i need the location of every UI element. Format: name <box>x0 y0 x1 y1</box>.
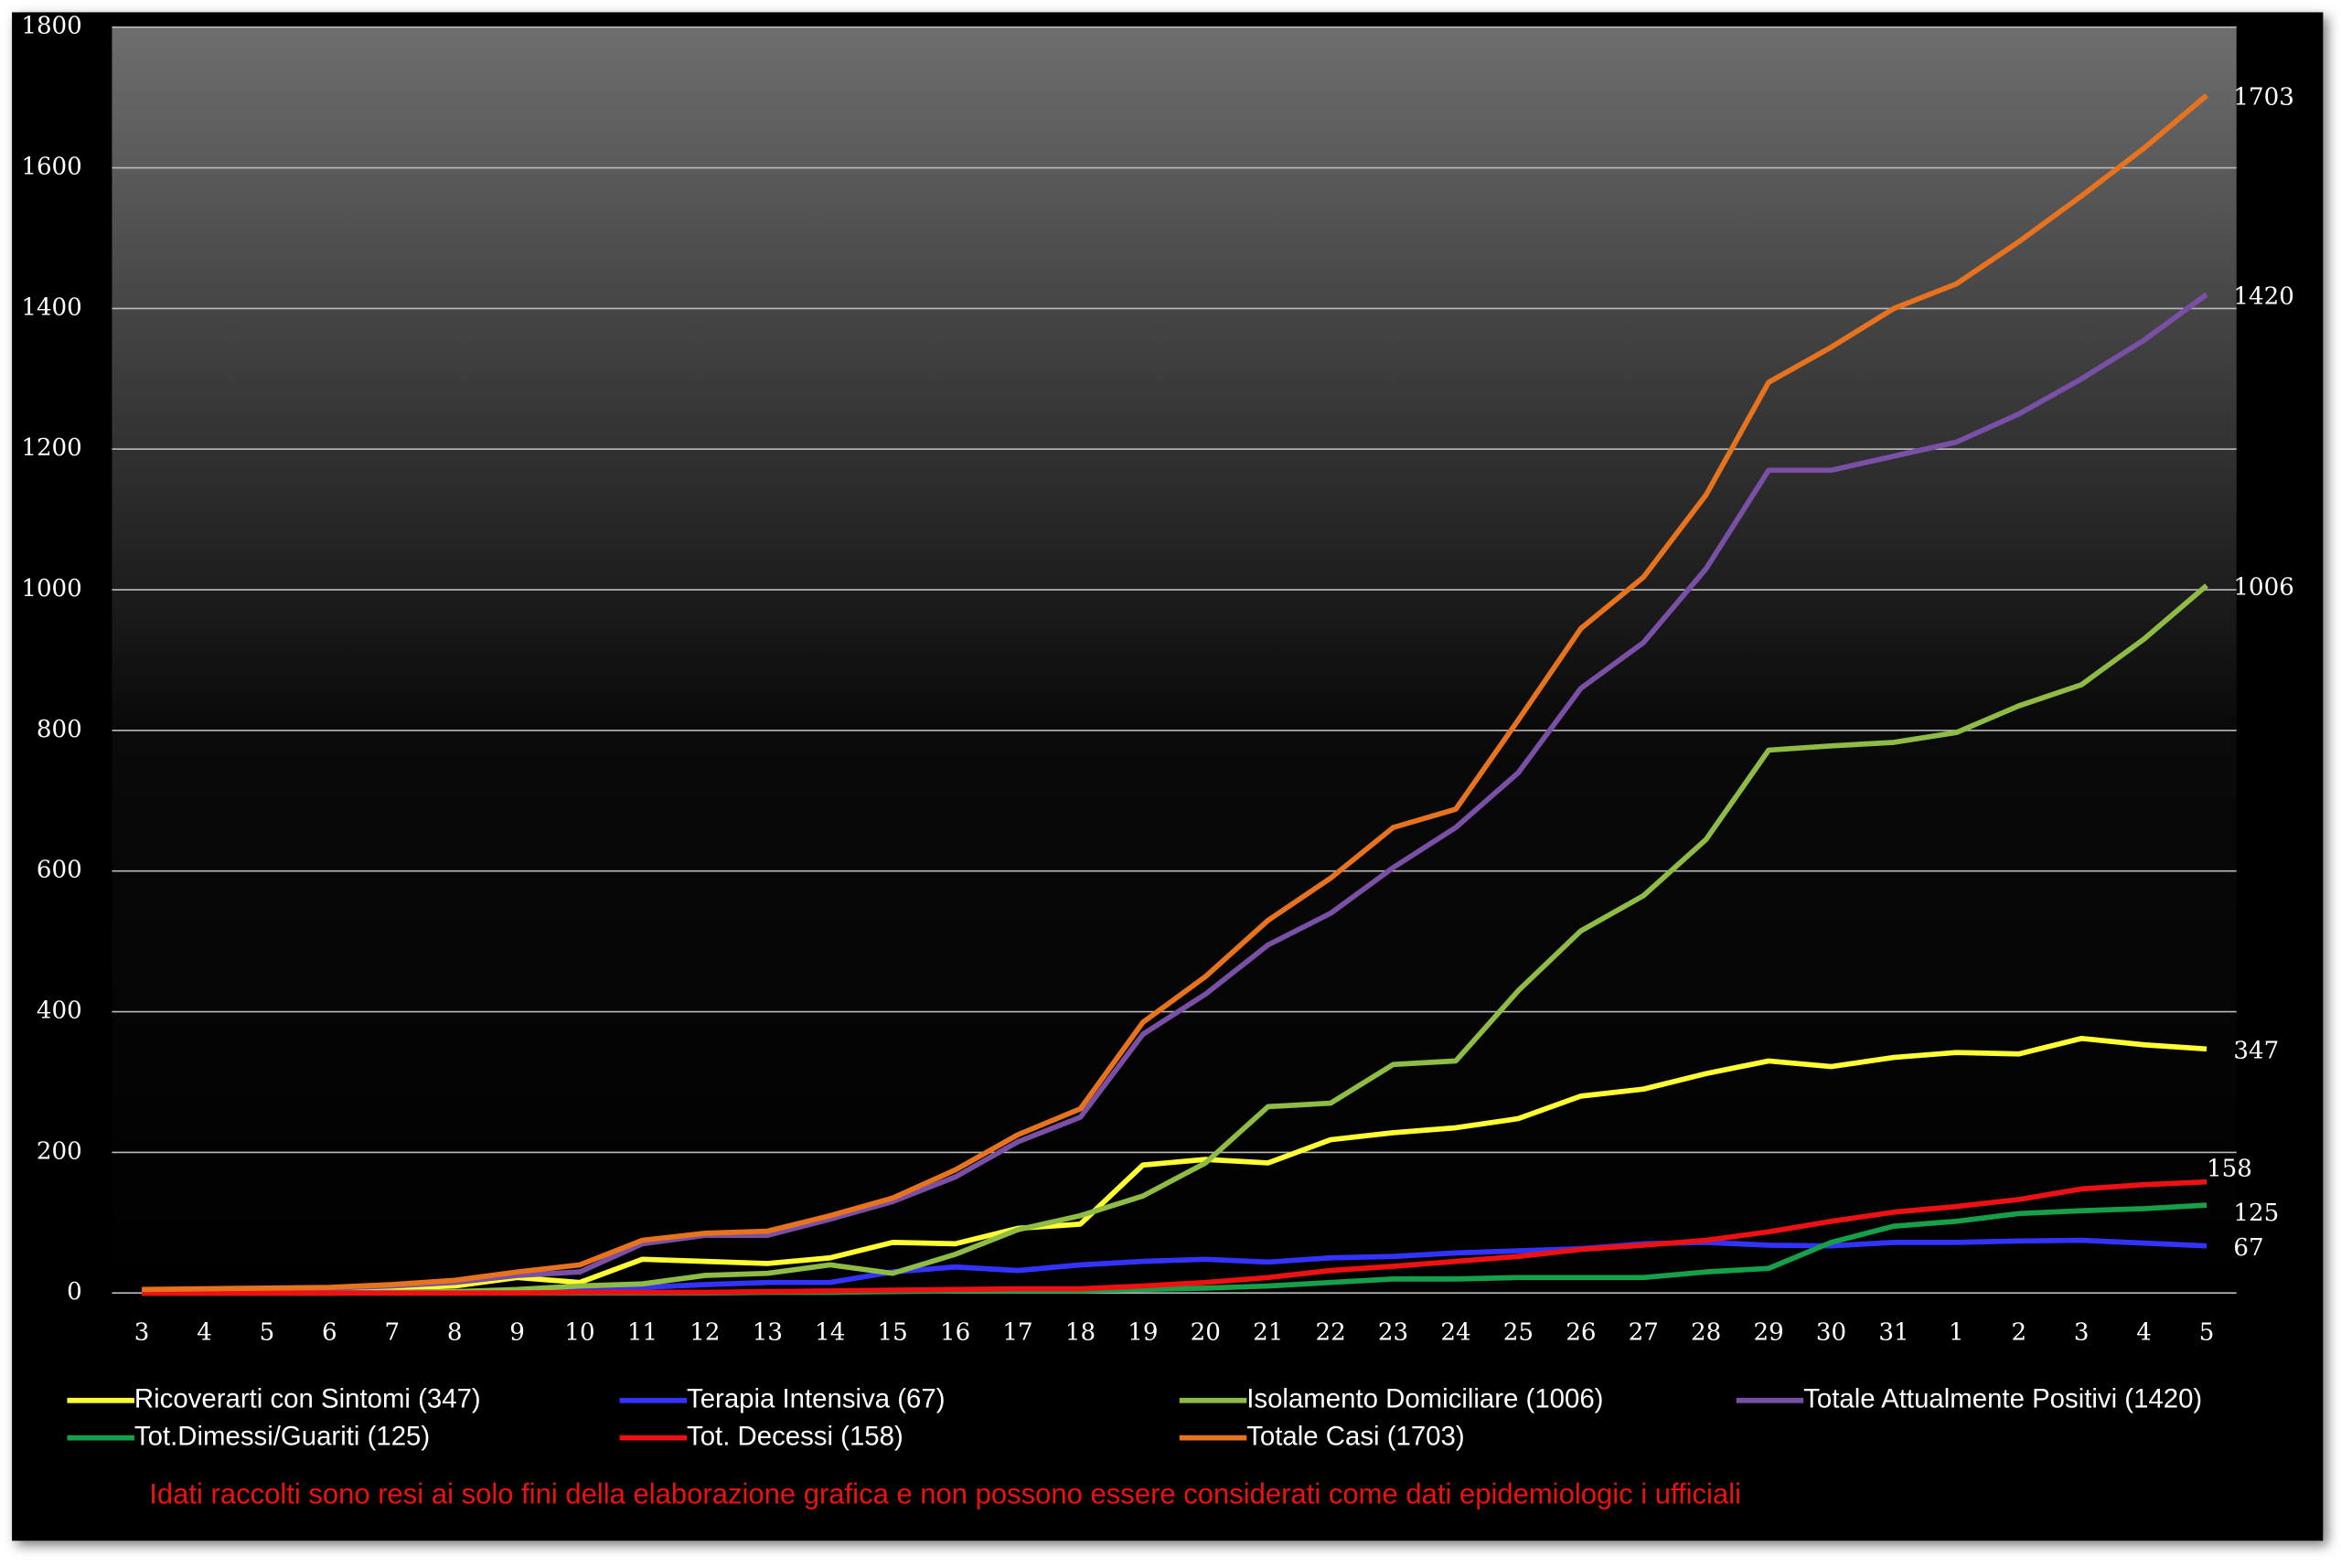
x-tick-label: 25 <box>1503 1318 1534 1346</box>
x-tick-label: 18 <box>1065 1318 1096 1346</box>
end-label: 158 <box>2207 1156 2252 1183</box>
x-tick-label: 9 <box>509 1318 525 1346</box>
legend-label: Tot.Dimessi/Guariti (125) <box>134 1421 430 1451</box>
x-tick-label: 6 <box>322 1318 337 1346</box>
plot-area <box>112 27 2237 1294</box>
x-tick-label: 20 <box>1191 1318 1221 1346</box>
x-tick-label: 26 <box>1566 1318 1596 1346</box>
x-tick-label: 1 <box>1949 1318 1964 1346</box>
series-line <box>142 292 2208 1294</box>
y-tick-label: 400 <box>37 997 82 1025</box>
series-line <box>142 93 2208 1293</box>
legend-label: Ricoverarti con Sintomi (347) <box>134 1384 481 1414</box>
series-line <box>142 1035 2207 1295</box>
x-tick-label: 29 <box>1753 1318 1783 1346</box>
legend-label: Totale Casi (1703) <box>1246 1421 1464 1451</box>
x-tick-label: 17 <box>1002 1318 1032 1346</box>
x-tick-label: 23 <box>1378 1318 1408 1346</box>
y-tick-label: 1000 <box>21 575 81 603</box>
x-tick-label: 31 <box>1878 1318 1908 1346</box>
legend-label: Totale Attualmente Positivi (1420) <box>1803 1384 2202 1414</box>
x-tick-label: 16 <box>940 1318 970 1346</box>
y-tick-label: 1600 <box>21 154 81 181</box>
x-tick-label: 14 <box>815 1318 845 1346</box>
x-tick-label: 27 <box>1629 1318 1659 1346</box>
x-tick-label: 5 <box>260 1318 275 1346</box>
x-tick-label: 7 <box>384 1318 400 1346</box>
end-label: 1703 <box>2233 84 2293 112</box>
x-tick-label: 11 <box>627 1318 657 1346</box>
x-tick-label: 3 <box>2074 1318 2090 1346</box>
x-tick-label: 5 <box>2199 1318 2215 1346</box>
x-tick-label: 10 <box>564 1318 594 1346</box>
x-tick-label: 22 <box>1316 1318 1346 1346</box>
y-tick-label: 600 <box>37 857 82 884</box>
x-tick-label: 28 <box>1691 1318 1721 1346</box>
y-tick-label: 1400 <box>21 293 81 321</box>
x-tick-label: 4 <box>197 1318 212 1346</box>
legend-label: Terapia Intensiva (67) <box>687 1384 945 1414</box>
end-label: 1006 <box>2233 574 2293 602</box>
end-label: 1420 <box>2233 283 2293 310</box>
end-label: 125 <box>2233 1200 2279 1227</box>
legend-label: Tot. Decessi (158) <box>687 1421 903 1451</box>
note: Idati raccolti sono resi ai solo fini de… <box>149 1477 1741 1509</box>
x-tick-label: 2 <box>2011 1318 2026 1346</box>
y-tick-label: 800 <box>37 716 82 743</box>
x-tick-label: 21 <box>1253 1318 1283 1346</box>
series-line <box>142 1179 2207 1296</box>
y-tick-label: 200 <box>37 1137 82 1165</box>
end-label: 67 <box>2233 1234 2263 1262</box>
x-tick-label: 13 <box>753 1318 783 1346</box>
x-tick-label: 4 <box>2136 1318 2152 1346</box>
legend-label: Isolamento Domiciliare (1006) <box>1246 1384 1603 1414</box>
x-tick-label: 24 <box>1440 1318 1470 1346</box>
x-tick-label: 15 <box>878 1318 908 1346</box>
y-tick-label: 0 <box>67 1278 82 1306</box>
y-tick-label: 1200 <box>21 434 81 462</box>
x-tick-label: 3 <box>134 1318 150 1346</box>
x-tick-label: 12 <box>689 1318 720 1346</box>
x-tick-label: 30 <box>1816 1318 1846 1346</box>
y-tick-label: 1800 <box>21 13 81 40</box>
x-tick-label: 8 <box>447 1318 463 1346</box>
end-label: 347 <box>2233 1038 2279 1065</box>
x-tick-label: 19 <box>1128 1318 1158 1346</box>
